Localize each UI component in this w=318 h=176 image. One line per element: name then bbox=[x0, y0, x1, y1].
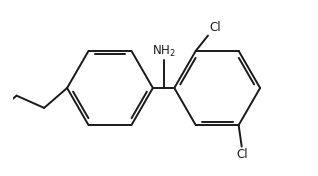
Text: Cl: Cl bbox=[210, 21, 221, 34]
Text: NH$_2$: NH$_2$ bbox=[152, 44, 176, 59]
Text: Cl: Cl bbox=[236, 148, 247, 161]
